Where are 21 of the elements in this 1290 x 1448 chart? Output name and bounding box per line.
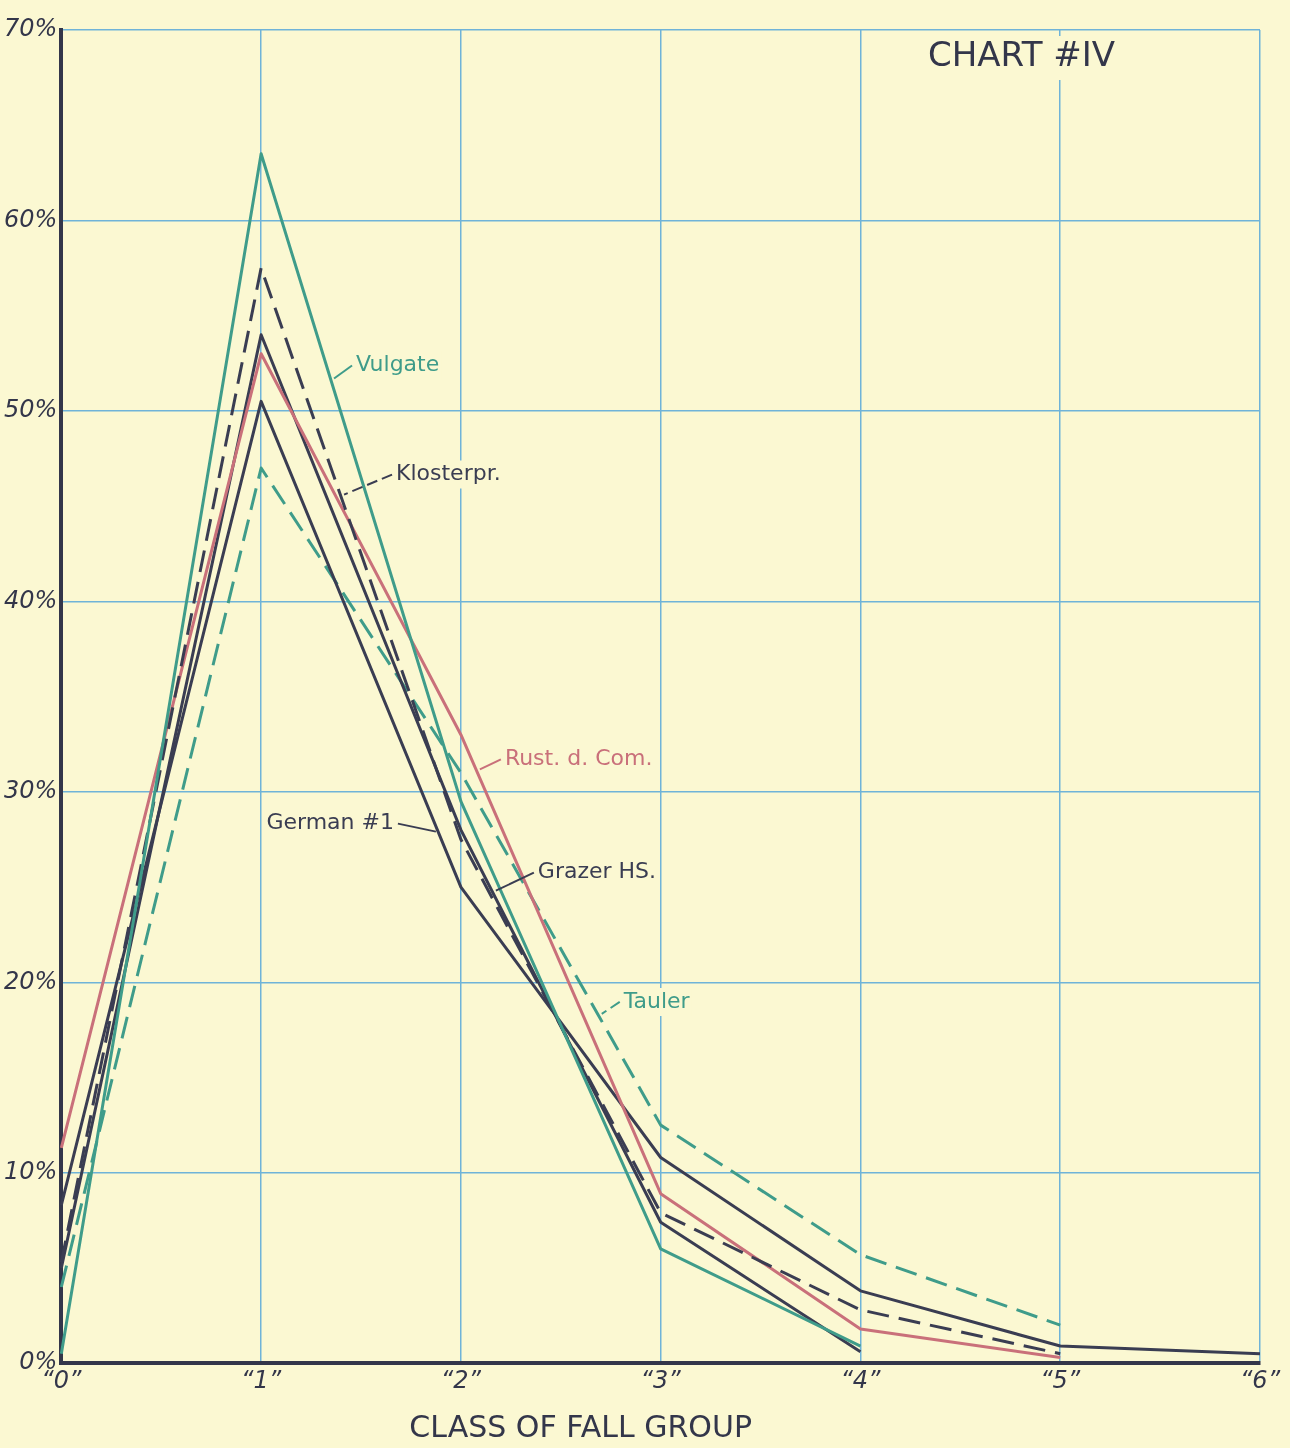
- y-tick-label: 50%: [4, 395, 58, 424]
- legend-label: Klosterpr.: [396, 460, 501, 486]
- x-tick-label: “2”: [440, 1365, 482, 1394]
- x-axis-title: CLASS OF FALL GROUP: [409, 1408, 752, 1444]
- y-tick-label: 10%: [4, 1156, 58, 1185]
- x-tick-label: “1”: [241, 1365, 282, 1394]
- y-tick-label: 70%: [4, 14, 58, 43]
- x-tick-label: “4”: [840, 1365, 882, 1394]
- series-label: German #1: [266, 809, 394, 835]
- y-tick-label: 60%: [4, 204, 58, 233]
- legend-label: Rust. d. Com.: [504, 745, 653, 771]
- x-tick-label: “3”: [640, 1365, 682, 1394]
- x-tick-label: “5”: [1040, 1365, 1081, 1394]
- y-tick-label: 40%: [4, 585, 58, 614]
- y-tick-label: 30%: [4, 776, 58, 805]
- legend-label: Grazer HS.: [537, 858, 657, 884]
- legend-label: Tauler: [622, 987, 691, 1013]
- chart-title: CHART #IV: [927, 33, 1115, 74]
- x-tick-label: “6”: [1239, 1365, 1281, 1394]
- legend-label: Vulgate: [356, 351, 440, 377]
- y-tick-label: 20%: [4, 966, 58, 995]
